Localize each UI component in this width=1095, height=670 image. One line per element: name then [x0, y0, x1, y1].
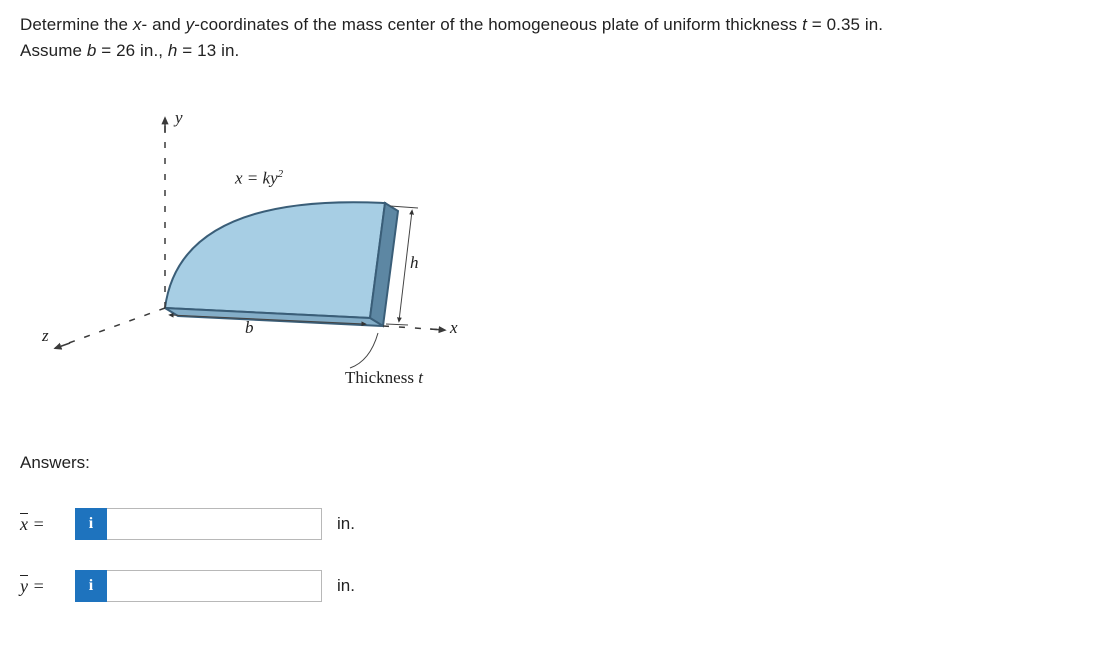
answer-row-xbar: x = i in. [20, 508, 1075, 540]
var-ybar-label: y = [20, 576, 75, 597]
axis-z-label: z [42, 326, 49, 346]
unit-xbar: in. [337, 514, 355, 534]
curve-equation: x = ky2 [235, 168, 283, 189]
ybar-input[interactable] [107, 570, 322, 602]
text-frag: -coordinates of the mass center of the h… [194, 15, 802, 34]
text-frag: - and [142, 15, 186, 34]
answer-row-ybar: y = i in. [20, 570, 1075, 602]
unit-ybar: in. [337, 576, 355, 596]
figure: y z x x = ky2 b h Thickness t [20, 93, 520, 423]
answers-heading: Answers: [20, 453, 1075, 473]
thickness-label: Thickness t [345, 368, 423, 388]
text-frag: = 0.35 in. [807, 15, 883, 34]
xbar-input[interactable] [107, 508, 322, 540]
var-b: b [87, 41, 97, 60]
answers-section: Answers: x = i in. y = i in. [20, 453, 1075, 602]
text-frag: = 26 in., [96, 41, 168, 60]
problem-statement: Determine the x- and y-coordinates of th… [20, 12, 1075, 63]
axis-y-label: y [175, 108, 183, 128]
text-frag: Assume [20, 41, 87, 60]
var-xbar-label: x = [20, 514, 75, 535]
figure-svg [20, 93, 520, 423]
text-frag: = 13 in. [177, 41, 239, 60]
dim-b-label: b [245, 318, 254, 338]
plate-shape [165, 202, 398, 326]
info-button-xbar[interactable]: i [75, 508, 107, 540]
text-frag: Determine the [20, 15, 133, 34]
info-button-ybar[interactable]: i [75, 570, 107, 602]
axis-x-label: x [450, 318, 458, 338]
var-y: y [186, 15, 195, 34]
dim-h-label: h [410, 253, 419, 273]
var-x: x [133, 15, 142, 34]
